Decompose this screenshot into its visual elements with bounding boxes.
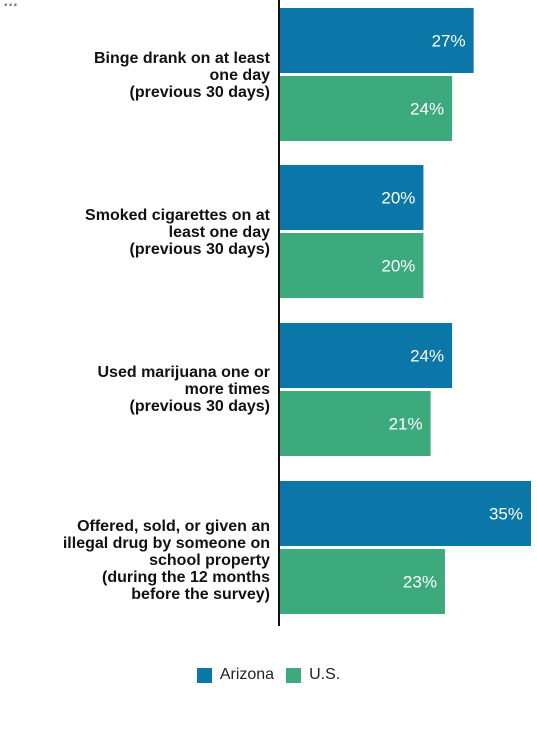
bar-arizona-3 [280,481,531,546]
category-label-3: Offered, sold, or given an illegal drug … [62,517,270,603]
bar-arizona-0 [280,8,474,73]
data-label-us-1: 20% [381,257,415,276]
legend-swatch-us [286,667,302,683]
legend: Arizona U.S. [0,666,537,684]
bar-us-3 [280,549,445,614]
data-label-us-0: 24% [410,100,444,119]
category-label-2: Used marijuana one or more times (previo… [97,363,271,415]
data-label-us-3: 23% [403,573,437,592]
bar-arizona-1 [280,165,424,230]
cropped-title-fragment: ... [4,0,19,10]
legend-label-arizona: Arizona [219,666,275,683]
bar-us-2 [280,391,431,456]
legend-swatch-arizona [196,667,212,683]
bar-arizona-2 [280,323,453,388]
bar-us-0 [280,76,453,141]
legend-label-us: U.S. [309,666,341,683]
category-label-0: Binge drank on at least one day (previou… [93,49,270,101]
legend-item-us: U.S. [286,666,340,684]
data-label-us-2: 21% [389,415,423,434]
data-label-arizona-0: 27% [432,32,466,51]
category-label-1: Smoked cigarettes on at least one day (p… [85,206,270,258]
bar-us-1 [280,233,424,298]
legend-item-arizona: Arizona [196,666,275,684]
data-label-arizona-3: 35% [489,505,523,524]
data-label-arizona-1: 20% [381,189,415,208]
data-label-arizona-2: 24% [410,347,444,366]
